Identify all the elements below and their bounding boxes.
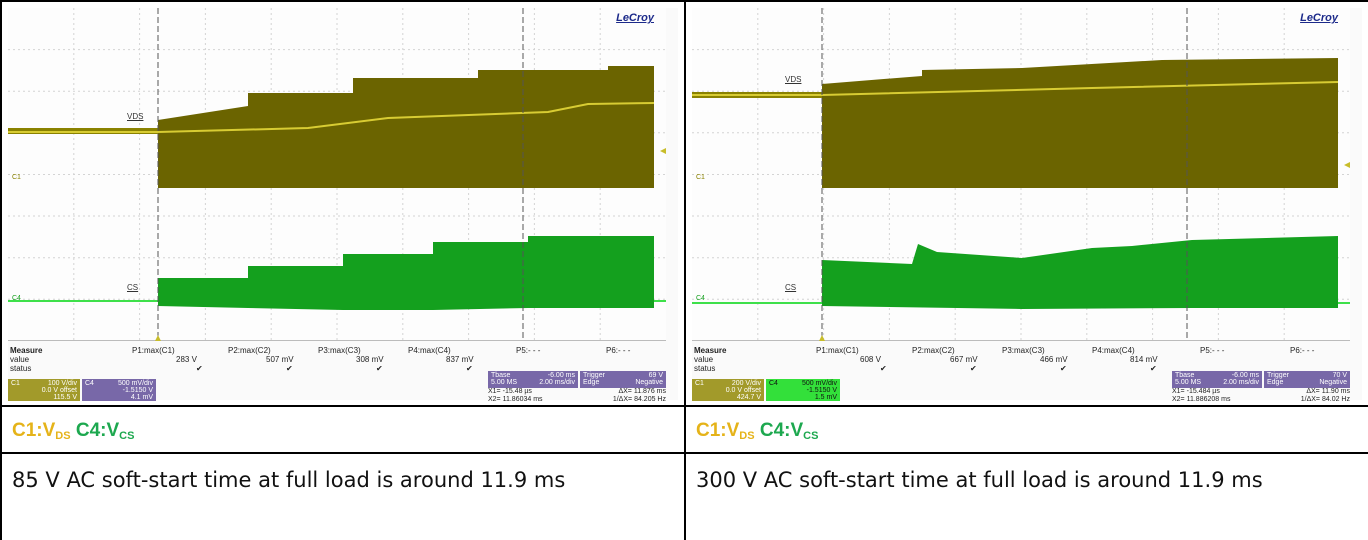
cursor-readout-left: X1= -15.48 µs ΔX= 11.876 ms X2= 11.86034 … (488, 388, 666, 403)
timebase-box[interactable]: Tbase -6.00 ms 5.00 MS 2.00 ms/div (488, 371, 578, 388)
value-p4: 837 mV (446, 355, 474, 364)
measure-table-right: Measure P1:max(C1) P2:max(C2) P3:max(C3)… (692, 346, 1357, 373)
cursor-readout-right: X1= -15.484 µs ΔX= 11.90 ms X2= 11.886208… (1172, 388, 1350, 403)
value-label: value (10, 355, 30, 364)
c4-ground-tag: C4 (12, 295, 21, 302)
c1-ground-tag: C1 (696, 174, 705, 181)
description-text: 300 V AC soft-start time at full load is… (696, 468, 1263, 492)
c4-caption: C4:VCS (75, 420, 135, 442)
timebase-box[interactable]: Tbase -6.00 ms 5.00 MS 2.00 ms/div (1172, 371, 1262, 388)
waveform-svg-left (8, 8, 666, 341)
c1-caption: C1:VDS (12, 420, 71, 442)
description-right: 300 V AC soft-start time at full load is… (685, 453, 1368, 540)
cs-envelope-right (822, 236, 1338, 309)
value-p3: 308 mV (356, 355, 384, 364)
vds-average-line-right (692, 81, 1339, 96)
measure-p6: P6:- - - (606, 346, 631, 355)
description-text: 85 V AC soft-start time at full load is … (12, 468, 566, 492)
value-p4: 814 mV (1130, 355, 1158, 364)
scope-cell-left: LeCroy VDS CS C1 C4 Measure P1:max(C1) P… (1, 1, 685, 406)
cs-trace-label: CS (127, 283, 139, 292)
trigger-box[interactable]: Trigger 69 V Edge Negative (580, 371, 666, 388)
oscilloscope-right: LeCroy VDS CS C1 C4 Measure P1:max(C1) P… (692, 8, 1362, 403)
measure-p3: P3:max(C3) (1002, 346, 1045, 355)
status-check-icon: ✔ (376, 364, 383, 373)
status-label: status (694, 364, 716, 373)
value-p1: 283 V (176, 355, 197, 364)
measure-p6: P6:- - - (1290, 346, 1315, 355)
status-check-icon: ✔ (970, 364, 977, 373)
oscilloscope-left: LeCroy VDS CS C1 C4 Measure P1:max(C1) P… (8, 8, 678, 403)
c1-channel-box[interactable]: C1 200 V/div 0.0 V offset 424.7 V (692, 379, 764, 401)
value-p2: 507 mV (266, 355, 294, 364)
measure-p5: P5:- - - (1200, 346, 1225, 355)
scope-cell-right: LeCroy VDS CS C1 C4 Measure P1:max(C1) P… (685, 1, 1368, 406)
measure-p2: P2:max(C2) (228, 346, 271, 355)
status-check-icon: ✔ (1060, 364, 1067, 373)
measure-p1: P1:max(C1) (816, 346, 859, 355)
status-check-icon: ✔ (286, 364, 293, 373)
description-left: 85 V AC soft-start time at full load is … (1, 453, 685, 540)
vds-trace-label: VDS (127, 112, 144, 121)
measure-p5: P5:- - - (516, 346, 541, 355)
measure-p2: P2:max(C2) (912, 346, 955, 355)
channel-caption-left: C1:VDS C4:VCS (1, 406, 685, 453)
measure-p3: P3:max(C3) (318, 346, 361, 355)
value-label: value (694, 355, 714, 364)
brand-logo: LeCroy (1300, 12, 1338, 24)
value-p2: 667 mV (950, 355, 978, 364)
measure-p4: P4:max(C4) (1092, 346, 1135, 355)
measure-p4: P4:max(C4) (408, 346, 451, 355)
vds-average-line-left (8, 102, 655, 133)
measure-table-left: Measure P1:max(C1) P2:max(C2) P3:max(C3)… (8, 346, 673, 373)
value-p1: 608 V (860, 355, 881, 364)
status-label: status (10, 364, 32, 373)
channel-caption-right: C1:VDS C4:VCS (685, 406, 1368, 453)
vds-trace-label: VDS (785, 75, 802, 84)
scope-screen-right: LeCroy VDS CS C1 C4 (692, 8, 1350, 341)
status-check-icon: ✔ (466, 364, 473, 373)
c4-caption: C4:VCS (759, 420, 819, 442)
status-check-icon: ✔ (196, 364, 203, 373)
status-check-icon: ✔ (880, 364, 887, 373)
c1-ground-tag: C1 (12, 174, 21, 181)
c4-channel-box[interactable]: C4 500 mV/div -1.5150 V 1.5 mV (766, 379, 840, 401)
scope-screen-left: LeCroy VDS CS C1 C4 (8, 8, 666, 341)
cs-envelope-left (158, 236, 654, 310)
trigger-box[interactable]: Trigger 70 V Edge Negative (1264, 371, 1350, 388)
measure-p1: P1:max(C1) (132, 346, 175, 355)
cs-trace-label: CS (785, 283, 797, 292)
vds-envelope-left (158, 66, 654, 188)
measure-heading: Measure (10, 346, 43, 355)
c1-caption: C1:VDS (696, 420, 755, 442)
value-p3: 466 mV (1040, 355, 1068, 364)
status-check-icon: ✔ (1150, 364, 1157, 373)
c1-channel-box[interactable]: C1 100 V/div 0.0 V offset 115.5 V (8, 379, 80, 401)
measure-heading: Measure (694, 346, 727, 355)
brand-logo: LeCroy (616, 12, 654, 24)
c4-ground-tag: C4 (696, 295, 705, 302)
c4-channel-box[interactable]: C4 500 mV/div -1.5150 V 4.1 mV (82, 379, 156, 401)
vds-envelope-right (822, 58, 1338, 188)
waveform-svg-right (692, 8, 1350, 341)
